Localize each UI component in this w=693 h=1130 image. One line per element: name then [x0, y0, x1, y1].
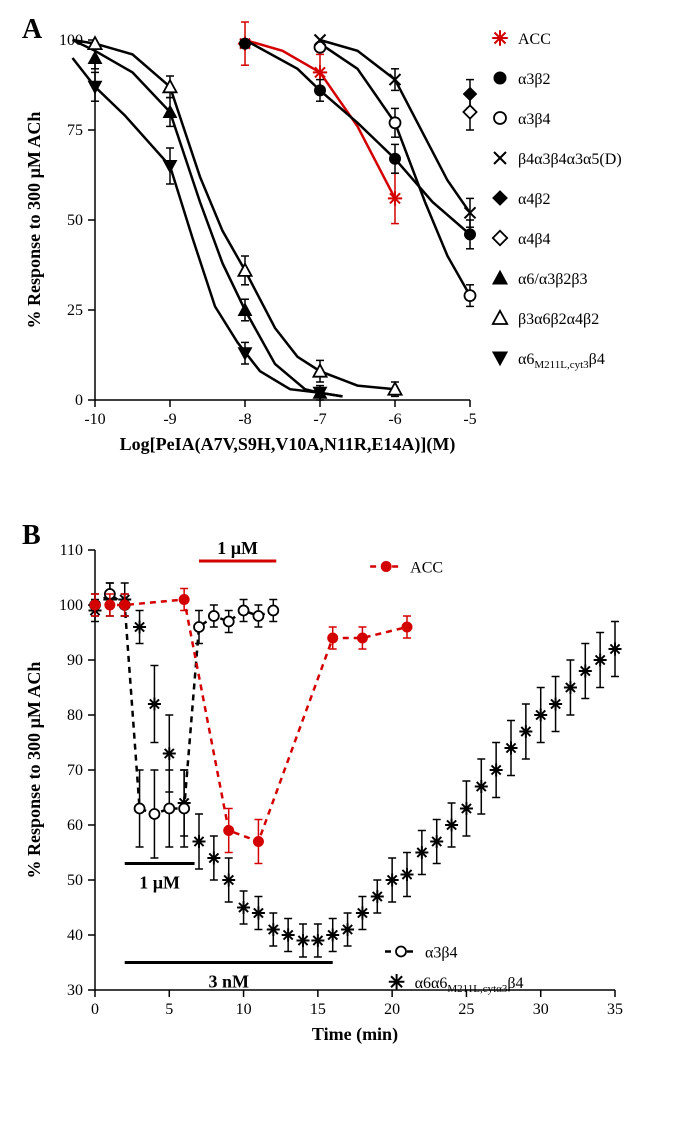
- svg-text:α3β4: α3β4: [425, 945, 458, 962]
- svg-text:1 µM: 1 µM: [139, 873, 180, 893]
- svg-text:70: 70: [67, 762, 83, 779]
- svg-text:15: 15: [310, 1001, 326, 1018]
- svg-text:-5: -5: [463, 411, 476, 428]
- svg-text:1 µM: 1 µM: [217, 538, 258, 558]
- svg-text:α6M211L,cyt3β4: α6M211L,cyt3β4: [518, 351, 605, 371]
- svg-text:α3β4: α3β4: [518, 111, 551, 128]
- svg-text:90: 90: [67, 652, 83, 669]
- svg-text:% Response to 300 µM ACh: % Response to 300 µM ACh: [24, 662, 44, 879]
- svg-text:α4β4: α4β4: [518, 231, 551, 248]
- svg-text:5: 5: [165, 1001, 173, 1018]
- svg-text:α6/α3β2β3: α6/α3β2β3: [518, 271, 588, 288]
- svg-text:40: 40: [67, 927, 83, 944]
- figure-root: A -10-9-8-7-6-50255075100% Response to 3…: [0, 0, 693, 1130]
- svg-text:25: 25: [67, 302, 83, 319]
- svg-text:Time (min): Time (min): [312, 1024, 398, 1045]
- svg-text:-7: -7: [313, 411, 326, 428]
- svg-text:0: 0: [75, 392, 83, 409]
- svg-text:α3β2: α3β2: [518, 71, 551, 88]
- svg-text:30: 30: [67, 982, 83, 999]
- svg-text:35: 35: [607, 1001, 623, 1018]
- svg-text:β3α6β2α4β2: β3α6β2α4β2: [518, 311, 599, 328]
- panel-a-chart: -10-9-8-7-6-50255075100% Response to 300…: [0, 10, 693, 480]
- svg-text:100: 100: [59, 597, 83, 614]
- svg-text:3 nM: 3 nM: [208, 972, 249, 992]
- svg-text:80: 80: [67, 707, 83, 724]
- svg-text:110: 110: [60, 542, 83, 559]
- svg-text:50: 50: [67, 872, 83, 889]
- svg-text:10: 10: [236, 1001, 252, 1018]
- svg-text:α4β2: α4β2: [518, 191, 551, 208]
- svg-text:0: 0: [91, 1001, 99, 1018]
- svg-text:Log[PeIA(A7V,S9H,V10A,N11R,E14: Log[PeIA(A7V,S9H,V10A,N11R,E14A)](M): [120, 434, 456, 455]
- svg-text:ACC: ACC: [410, 560, 443, 577]
- panel-b-chart: 0 5 10 15 20 25 30 35 30 40 50 60 70 80 90 100 110 % Resp…: [0, 520, 693, 1120]
- svg-text:-10: -10: [84, 411, 105, 428]
- svg-text:-9: -9: [163, 411, 176, 428]
- svg-text:α6α6M211L,cytα3β4: α6α6M211L,cytα3β4: [415, 975, 524, 995]
- svg-text:% Response to 300 µM ACh: % Response to 300 µM ACh: [24, 112, 44, 329]
- svg-text:20: 20: [384, 1001, 400, 1018]
- svg-text:75: 75: [67, 122, 83, 139]
- svg-text:25: 25: [458, 1001, 474, 1018]
- svg-text:β4α3β4α3α5(D): β4α3β4α3α5(D): [518, 151, 622, 168]
- svg-text:-8: -8: [238, 411, 251, 428]
- svg-text:ACC: ACC: [518, 31, 551, 48]
- svg-text:60: 60: [67, 817, 83, 834]
- svg-text:30: 30: [533, 1001, 549, 1018]
- svg-text:-6: -6: [388, 411, 401, 428]
- svg-text:50: 50: [67, 212, 83, 229]
